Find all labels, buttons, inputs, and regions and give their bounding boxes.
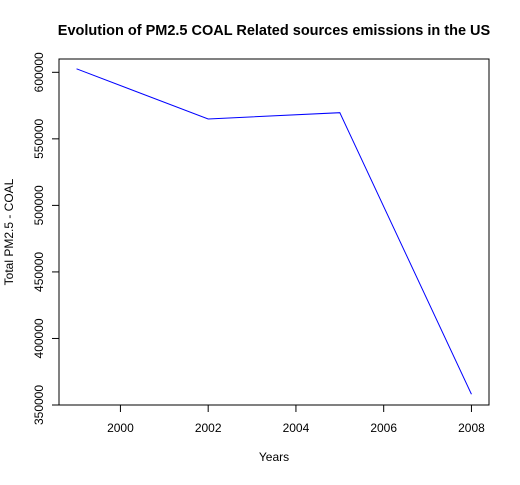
x-tick-label: 2000 (107, 421, 134, 435)
series-line (76, 68, 472, 395)
y-tick-label: 450000 (32, 252, 46, 292)
x-tick-label: 2004 (283, 421, 310, 435)
y-tick-label: 350000 (32, 385, 46, 425)
y-axis: 350000 400000 450000 500000 550000 600000 (32, 52, 59, 425)
chart-title: Evolution of PM2.5 COAL Related sources … (58, 23, 491, 39)
y-axis-label: Total PM2.5 - COAL (2, 178, 16, 285)
series-layer (76, 68, 472, 395)
x-tick-label: 2006 (370, 421, 397, 435)
x-axis: 2000 2002 2004 2006 2008 (107, 405, 485, 435)
y-tick-label: 400000 (32, 318, 46, 358)
x-tick-label: 2008 (458, 421, 485, 435)
y-tick-label: 550000 (32, 119, 46, 159)
x-tick-label: 2002 (195, 421, 222, 435)
y-tick-label: 600000 (32, 52, 46, 92)
plot-frame (58, 58, 490, 406)
y-tick-label: 500000 (32, 185, 46, 225)
x-axis-label: Years (259, 450, 289, 464)
